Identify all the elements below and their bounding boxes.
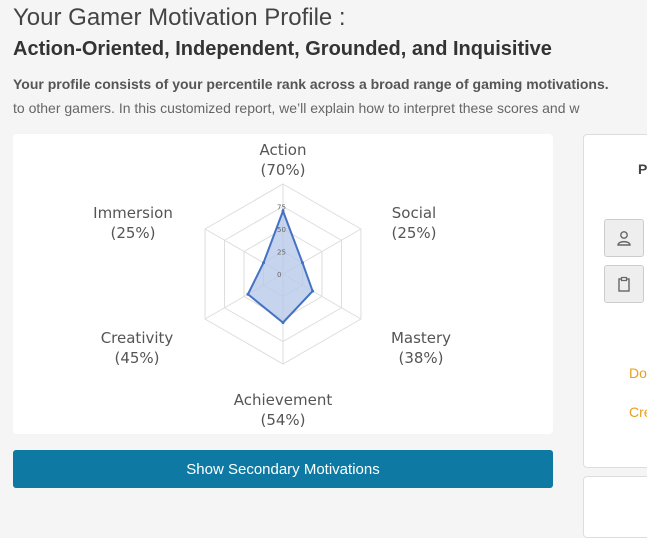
axis-pct-achievement: (54%) [260, 411, 306, 429]
show-secondary-motivations-button[interactable]: Show Secondary Motivations [13, 450, 553, 488]
tick-label-50: 50 [277, 226, 286, 234]
axis-pct-social: (25%) [391, 224, 437, 242]
radar-point-achievement [281, 321, 285, 325]
user-icon [617, 231, 631, 246]
tick-label-25: 25 [277, 249, 286, 257]
tick-label-75: 75 [277, 204, 286, 212]
side-panel-secondary [583, 476, 647, 538]
axis-pct-action: (70%) [260, 161, 306, 179]
axis-name-achievement: Achievement [233, 391, 333, 409]
axis-label-creativity: Creativity (45%) [95, 328, 179, 368]
radar-point-creativity [246, 292, 250, 296]
radar-point-social [300, 261, 304, 265]
axis-label-achievement: Achievement (54%) [228, 390, 338, 430]
axis-pct-creativity: (45%) [114, 349, 160, 367]
axis-name-action: Action [259, 141, 307, 159]
clipboard-icon-button[interactable] [604, 265, 644, 303]
side-link-create[interactable]: Crea [629, 404, 647, 420]
axis-pct-mastery: (38%) [398, 349, 444, 367]
axis-pct-immersion: (25%) [110, 224, 156, 242]
motivation-chart-card: 0 25 50 75 Action (70%) Social (25%) Master… [13, 134, 553, 434]
radar-point-mastery [311, 289, 315, 293]
profile-subtitle: Action-Oriented, Independent, Grounded, … [13, 38, 552, 60]
radar-point-immersion [262, 261, 266, 265]
side-heading: P [638, 161, 647, 177]
axis-label-immersion: Immersion (25%) [87, 203, 179, 243]
side-panel: P Do Crea [583, 134, 647, 468]
radar-point-action [281, 209, 285, 213]
user-icon-button[interactable] [604, 219, 644, 257]
axis-name-mastery: Mastery [390, 329, 452, 347]
axis-name-creativity: Creativity [100, 329, 174, 347]
axis-label-mastery: Mastery (38%) [385, 328, 457, 368]
radar-chart: 0 25 50 75 [204, 183, 362, 365]
tick-label-0: 0 [277, 271, 281, 279]
intro-rest: to other gamers. In this customized repo… [13, 100, 580, 116]
side-link-do[interactable]: Do [629, 365, 647, 381]
axis-label-action: Action (70%) [243, 140, 323, 180]
axis-name-immersion: Immersion [93, 204, 173, 222]
page-title: Your Gamer Motivation Profile : [13, 4, 346, 31]
axis-label-social: Social (25%) [381, 203, 447, 243]
intro-bold: Your profile consists of your percentile… [13, 76, 609, 92]
clipboard-icon [618, 276, 630, 292]
axis-name-social: Social [391, 204, 437, 222]
intro-text: Your profile consists of your percentile… [13, 72, 647, 120]
